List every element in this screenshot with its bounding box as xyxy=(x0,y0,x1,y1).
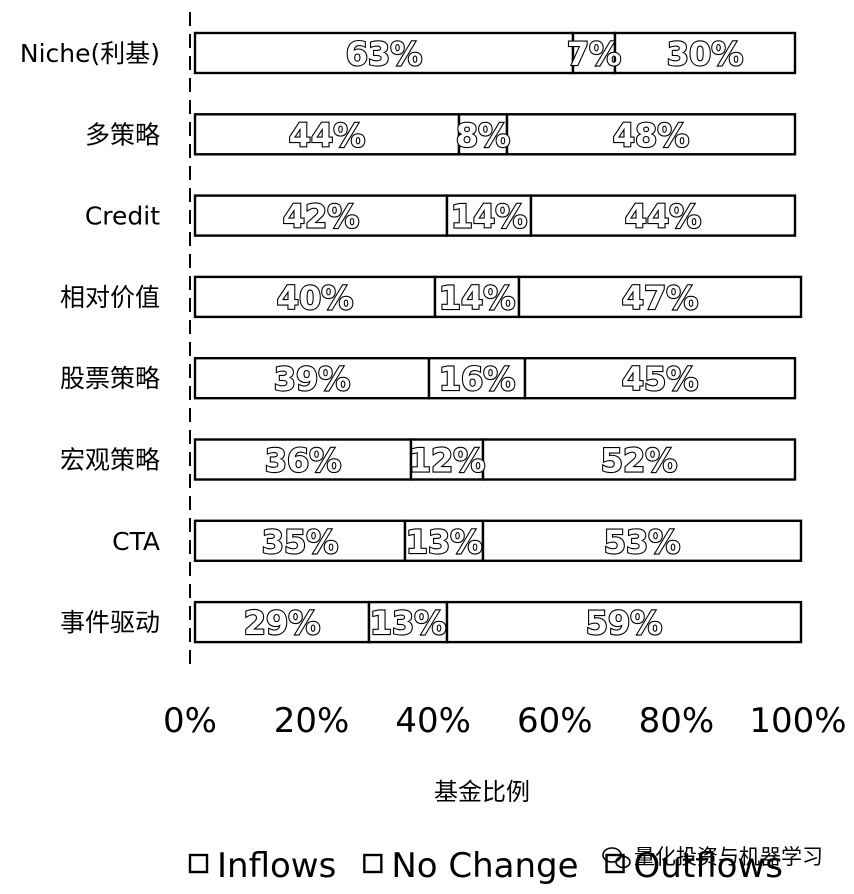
category-label: 股票策略 xyxy=(60,364,160,393)
data-label-inflows: 29% xyxy=(244,604,321,642)
bar-segment-inflows xyxy=(193,275,437,319)
x-tick-label: 0% xyxy=(163,701,217,741)
bar-segment-no-change xyxy=(403,519,485,562)
x-tick-label: 60% xyxy=(517,701,593,741)
x-tick-label: 80% xyxy=(639,701,715,741)
data-label-outflows: 59% xyxy=(586,604,663,642)
bar-segment-inflows xyxy=(193,357,431,400)
legend-swatch-inflows xyxy=(188,853,209,874)
bar-segment-outflows xyxy=(529,194,797,237)
data-label-outflows: 52% xyxy=(601,442,678,480)
data-label-no-change: 8% xyxy=(456,116,510,154)
bar-segment-no-change xyxy=(409,438,485,481)
bar-segment-no-change xyxy=(457,113,509,156)
bar-segment-outflows xyxy=(505,113,797,156)
data-label-inflows: 42% xyxy=(283,198,360,236)
category-label: CTA xyxy=(112,527,160,556)
data-label-no-change: 14% xyxy=(451,198,528,236)
watermark: 量化投资与机器学习 xyxy=(602,845,823,869)
bar-segment-inflows xyxy=(193,438,413,481)
legend-swatch-no-change xyxy=(363,853,383,874)
data-label-outflows: 53% xyxy=(604,523,681,561)
data-label-no-change: 16% xyxy=(439,360,516,398)
data-label-inflows: 36% xyxy=(265,442,342,480)
bar-segment-outflows xyxy=(523,357,797,400)
x-tick-label: 100% xyxy=(749,701,846,741)
category-label: 相对价值 xyxy=(60,283,160,312)
category-label: 多策略 xyxy=(85,120,160,149)
category-label: 事件驱动 xyxy=(60,608,160,637)
bar-segment-no-change xyxy=(367,600,449,644)
data-label-no-change: 13% xyxy=(370,604,447,642)
bar-segment-no-change xyxy=(427,357,527,400)
data-label-inflows: 40% xyxy=(277,279,354,317)
data-label-no-change: 14% xyxy=(439,279,516,317)
bars xyxy=(193,31,803,644)
watermark-text: 量化投资与机器学习 xyxy=(634,845,823,869)
x-axis-title: 基金比例 xyxy=(434,778,530,806)
data-label-inflows: 44% xyxy=(289,116,366,154)
bar-segment-no-change xyxy=(571,31,617,75)
data-label-outflows: 47% xyxy=(622,279,699,317)
x-tick-label: 40% xyxy=(395,701,471,741)
bar-segment-inflows xyxy=(193,519,407,562)
legend-label-no-change: No Change xyxy=(391,846,578,886)
category-label: Credit xyxy=(85,202,160,231)
x-tick-labels: 0% 20% 40% 60% 80% 100% xyxy=(163,701,847,741)
legend-label-outflows: Outflows xyxy=(634,846,783,886)
bar-segment-inflows xyxy=(193,194,449,237)
data-label-no-change: 7% xyxy=(567,35,621,73)
legend: Inflows No Change Outflows xyxy=(188,846,783,886)
bar-segment-outflows xyxy=(481,519,803,562)
data-label-no-change: 13% xyxy=(406,523,483,561)
bar-segment-outflows xyxy=(481,438,797,481)
data-label-outflows: 48% xyxy=(613,116,690,154)
bar-segment-outflows xyxy=(445,600,803,644)
category-label: Niche(利基) xyxy=(20,39,160,68)
data-label-outflows: 45% xyxy=(622,360,699,398)
data-label-outflows: 44% xyxy=(625,198,702,236)
bar-segment-inflows xyxy=(193,31,575,75)
data-label-inflows: 35% xyxy=(262,523,339,561)
bar-segment-outflows xyxy=(613,31,797,75)
wechat-icon xyxy=(602,847,631,869)
bar-segment-no-change xyxy=(445,194,533,237)
data-label-inflows: 39% xyxy=(274,360,351,398)
legend-label-inflows: Inflows xyxy=(217,846,336,886)
x-tick-label: 20% xyxy=(274,701,350,741)
data-label-outflows: 30% xyxy=(667,35,744,73)
data-label-no-change: 12% xyxy=(409,442,486,480)
segment-labels: 63% 7% 30% 44% 8% 48% 42% 14% 44% 40% 14% 47% 39% 16%… xyxy=(243,34,745,643)
bar-segment-outflows xyxy=(517,275,803,319)
data-label-inflows: 63% xyxy=(346,35,423,73)
bar-segment-inflows xyxy=(193,600,371,644)
category-label: 宏观策略 xyxy=(60,446,160,475)
